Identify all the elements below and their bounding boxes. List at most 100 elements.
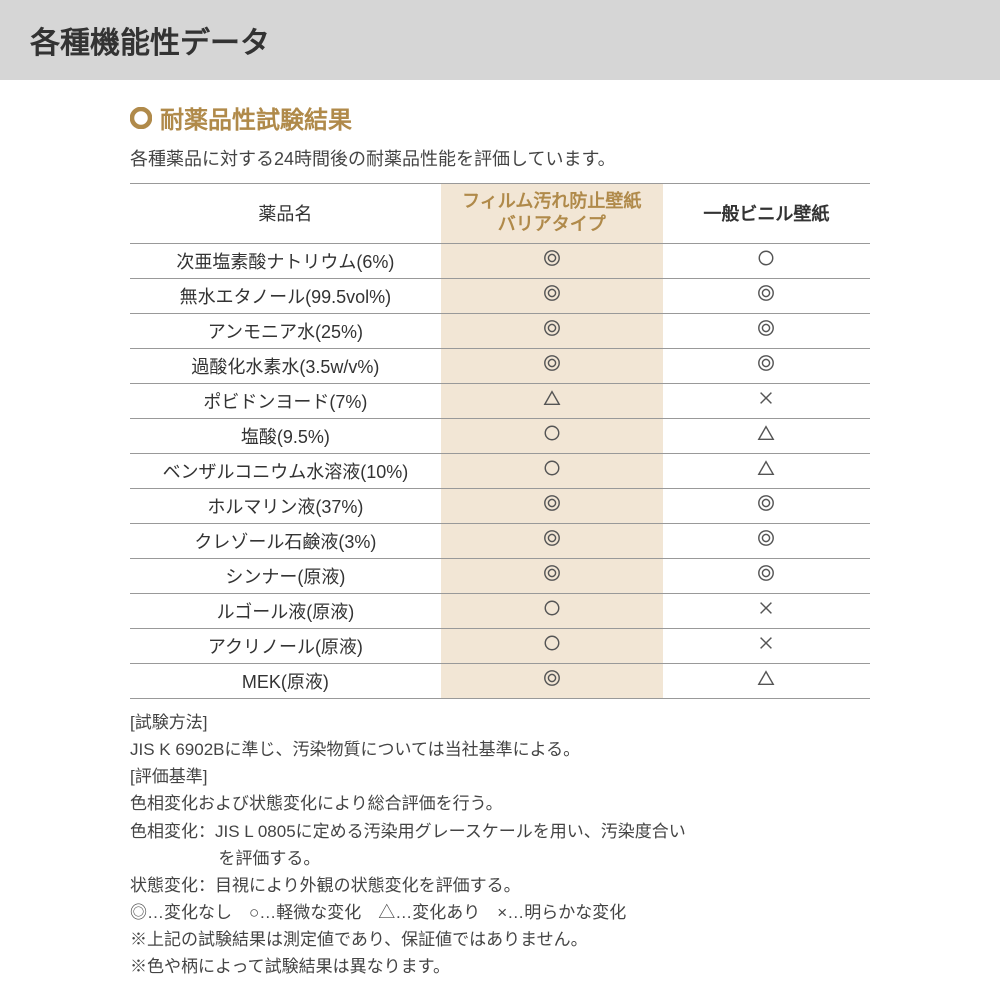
cell-film-result: [441, 628, 663, 663]
cell-chemical-name: ベンザルコニウム水溶液(10%): [130, 453, 441, 488]
table-row: ポビドンヨード(7%): [130, 383, 870, 418]
bullet-icon: [130, 107, 152, 129]
result-symbol-icon: [757, 529, 775, 552]
note-line: 色相変化および状態変化により総合評価を行う。: [130, 790, 870, 817]
result-symbol-icon: [757, 424, 775, 447]
result-symbol-icon: [543, 284, 561, 307]
content-area: 耐薬品性試験結果 各種薬品に対する24時間後の耐薬品性能を評価しています。 薬品…: [0, 80, 1000, 981]
page-title: 各種機能性データ: [30, 27, 270, 60]
cell-chemical-name: ポビドンヨード(7%): [130, 383, 441, 418]
note-line: JIS K 6902Bに準じ、汚染物質については当社基準による。: [130, 736, 870, 763]
cell-chemical-name: シンナー(原液): [130, 558, 441, 593]
cell-chemical-name: MEK(原液): [130, 663, 441, 698]
table-row: 塩酸(9.5%): [130, 418, 870, 453]
table-row: ルゴール液(原液): [130, 593, 870, 628]
cell-chemical-name: 次亜塩素酸ナトリウム(6%): [130, 243, 441, 278]
table-row: 無水エタノール(99.5vol%): [130, 278, 870, 313]
cell-film-result: [441, 348, 663, 383]
result-symbol-icon: [543, 494, 561, 517]
cell-std-result: [663, 348, 870, 383]
result-symbol-icon: [543, 249, 561, 272]
table-row: 過酸化水素水(3.5w/v%): [130, 348, 870, 383]
page-header: 各種機能性データ: [0, 0, 1000, 80]
cell-film-result: [441, 593, 663, 628]
cell-film-result: [441, 243, 663, 278]
cell-std-result: [663, 278, 870, 313]
table-row: アンモニア水(25%): [130, 313, 870, 348]
note-line: 色相変化：JIS L 0805に定める汚染用グレースケールを用い、汚染度合い: [130, 818, 870, 845]
cell-chemical-name: 過酸化水素水(3.5w/v%): [130, 348, 441, 383]
cell-std-result: [663, 628, 870, 663]
cell-std-result: [663, 313, 870, 348]
result-symbol-icon: [757, 634, 775, 657]
result-symbol-icon: [543, 424, 561, 447]
result-symbol-icon: [757, 389, 775, 412]
cell-film-result: [441, 383, 663, 418]
result-symbol-icon: [757, 459, 775, 482]
cell-chemical-name: ルゴール液(原液): [130, 593, 441, 628]
result-symbol-icon: [757, 319, 775, 342]
result-symbol-icon: [543, 459, 561, 482]
result-symbol-icon: [757, 354, 775, 377]
cell-film-result: [441, 523, 663, 558]
cell-std-result: [663, 488, 870, 523]
cell-film-result: [441, 488, 663, 523]
col-header-film: フィルム汚れ防止壁紙 バリアタイプ: [441, 184, 663, 244]
cell-film-result: [441, 313, 663, 348]
table-row: アクリノール(原液): [130, 628, 870, 663]
table-row: シンナー(原液): [130, 558, 870, 593]
cell-chemical-name: クレゾール石鹸液(3%): [130, 523, 441, 558]
result-symbol-icon: [543, 354, 561, 377]
section-intro: 各種薬品に対する24時間後の耐薬品性能を評価しています。: [130, 145, 870, 171]
result-symbol-icon: [543, 389, 561, 412]
cell-chemical-name: 塩酸(9.5%): [130, 418, 441, 453]
cell-std-result: [663, 593, 870, 628]
table-row: クレゾール石鹸液(3%): [130, 523, 870, 558]
section-title-text: 耐薬品性試験結果: [160, 100, 352, 135]
cell-std-result: [663, 453, 870, 488]
cell-std-result: [663, 418, 870, 453]
section-title: 耐薬品性試験結果: [130, 100, 870, 135]
cell-film-result: [441, 663, 663, 698]
chemical-resistance-table: 薬品名 フィルム汚れ防止壁紙 バリアタイプ 一般ビニル壁紙 次亜塩素酸ナトリウム…: [130, 183, 870, 699]
result-symbol-icon: [543, 599, 561, 622]
result-symbol-icon: [543, 669, 561, 692]
col-header-std: 一般ビニル壁紙: [663, 184, 870, 244]
cell-std-result: [663, 558, 870, 593]
result-symbol-icon: [543, 529, 561, 552]
result-symbol-icon: [757, 564, 775, 587]
cell-std-result: [663, 243, 870, 278]
note-line: を評価する。: [130, 845, 870, 872]
cell-film-result: [441, 418, 663, 453]
cell-chemical-name: アクリノール(原液): [130, 628, 441, 663]
col-header-name: 薬品名: [130, 184, 441, 244]
note-line: ※上記の試験結果は測定値であり、保証値ではありません。: [130, 926, 870, 953]
table-header-row: 薬品名 フィルム汚れ防止壁紙 バリアタイプ 一般ビニル壁紙: [130, 184, 870, 244]
cell-chemical-name: ホルマリン液(37%): [130, 488, 441, 523]
table-row: 次亜塩素酸ナトリウム(6%): [130, 243, 870, 278]
result-symbol-icon: [757, 249, 775, 272]
note-line: 状態変化：目視により外観の状態変化を評価する。: [130, 872, 870, 899]
note-line: ◎…変化なし ○…軽微な変化 △…変化あり ×…明らかな変化: [130, 899, 870, 926]
notes-block: [試験方法] JIS K 6902Bに準じ、汚染物質については当社基準による。 …: [130, 709, 870, 981]
cell-film-result: [441, 558, 663, 593]
cell-std-result: [663, 523, 870, 558]
cell-chemical-name: 無水エタノール(99.5vol%): [130, 278, 441, 313]
table-row: MEK(原液): [130, 663, 870, 698]
note-line: [評価基準]: [130, 763, 870, 790]
result-symbol-icon: [757, 669, 775, 692]
cell-film-result: [441, 278, 663, 313]
note-line: ※色や柄によって試験結果は異なります。: [130, 953, 870, 980]
result-symbol-icon: [543, 319, 561, 342]
cell-std-result: [663, 663, 870, 698]
table-row: ホルマリン液(37%): [130, 488, 870, 523]
result-symbol-icon: [543, 634, 561, 657]
cell-film-result: [441, 453, 663, 488]
cell-std-result: [663, 383, 870, 418]
result-symbol-icon: [757, 284, 775, 307]
table-row: ベンザルコニウム水溶液(10%): [130, 453, 870, 488]
result-symbol-icon: [757, 599, 775, 622]
result-symbol-icon: [757, 494, 775, 517]
result-symbol-icon: [543, 564, 561, 587]
cell-chemical-name: アンモニア水(25%): [130, 313, 441, 348]
